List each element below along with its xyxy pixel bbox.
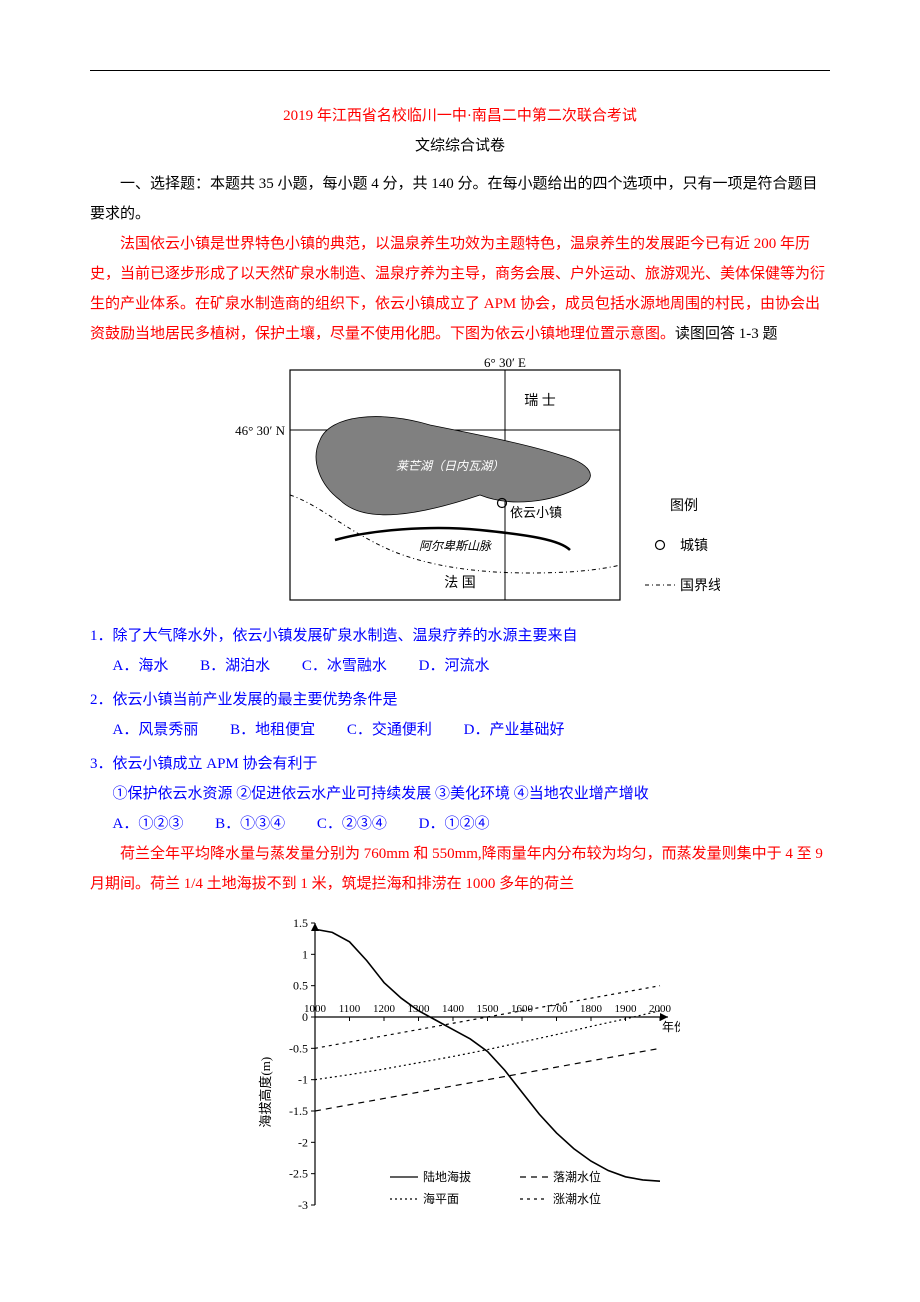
svg-text:1100: 1100 bbox=[339, 1003, 361, 1015]
svg-text:1500: 1500 bbox=[477, 1003, 500, 1015]
svg-text:1400: 1400 bbox=[442, 1003, 465, 1015]
svg-text:瑞 士: 瑞 士 bbox=[524, 393, 556, 409]
passage-1: 法国依云小镇是世界特色小镇的典范，以温泉养生功效为主题特色，温泉养生的发展距今已… bbox=[90, 229, 830, 349]
chart-figure: -3-2.5-2-1.5-1-0.500.511.510001100120013… bbox=[90, 905, 830, 1235]
q3-options: A．①②③ B．①③④ C．②③④ D．①②④ bbox=[90, 809, 830, 839]
svg-text:1000: 1000 bbox=[304, 1003, 327, 1015]
question-2: 2．依云小镇当前产业发展的最主要优势条件是 A．风景秀丽 B．地租便宜 C．交通… bbox=[90, 685, 830, 745]
q2-opt-a: A．风景秀丽 bbox=[113, 715, 199, 745]
passage-1-suffix: 读图回答 1-3 题 bbox=[675, 326, 778, 342]
svg-text:国界线: 国界线 bbox=[680, 578, 720, 594]
top-rule bbox=[90, 70, 830, 71]
q3-opt-a: A．①②③ bbox=[113, 809, 184, 839]
q2-options: A．风景秀丽 B．地租便宜 C．交通便利 D．产业基础好 bbox=[90, 715, 830, 745]
q1-opt-b: B．湖泊水 bbox=[200, 651, 270, 681]
svg-text:-2.5: -2.5 bbox=[289, 1167, 308, 1181]
q2-opt-c: C．交通便利 bbox=[347, 715, 432, 745]
svg-text:-1.5: -1.5 bbox=[289, 1104, 308, 1118]
svg-text:阿尔卑斯山脉: 阿尔卑斯山脉 bbox=[419, 539, 493, 553]
chart-svg: -3-2.5-2-1.5-1-0.500.511.510001100120013… bbox=[240, 905, 680, 1235]
svg-text:莱芒湖（日内瓦湖）: 莱芒湖（日内瓦湖） bbox=[396, 459, 504, 473]
q1-opt-c: C．冰雪融水 bbox=[302, 651, 387, 681]
question-1: 1．除了大气降水外，依云小镇发展矿泉水制造、温泉疗养的水源主要来自 A．海水 B… bbox=[90, 621, 830, 681]
q1-options: A．海水 B．湖泊水 C．冰雪融水 D．河流水 bbox=[90, 651, 830, 681]
svg-text:法 国: 法 国 bbox=[444, 575, 476, 591]
svg-text:城镇: 城镇 bbox=[680, 538, 708, 554]
svg-text:1: 1 bbox=[302, 947, 308, 961]
q1-opt-d: D．河流水 bbox=[419, 651, 490, 681]
q3-opt-b: B．①③④ bbox=[215, 809, 285, 839]
q3-opt-c: C．②③④ bbox=[317, 809, 387, 839]
svg-text:-0.5: -0.5 bbox=[289, 1041, 308, 1055]
svg-text:涨潮水位: 涨潮水位 bbox=[553, 1191, 601, 1206]
q3-statements: ①保护依云水资源 ②促进依云水产业可持续发展 ③美化环境 ④当地农业增产增收 bbox=[90, 779, 830, 809]
svg-text:1.5: 1.5 bbox=[293, 916, 308, 930]
svg-text:2000: 2000 bbox=[649, 1003, 672, 1015]
map-svg: 6° 30′ E 46° 30′ N 阿尔卑斯山脉 莱芒湖（日内瓦湖） 依云小镇 瑞 士法… bbox=[200, 355, 720, 615]
svg-text:海平面: 海平面 bbox=[423, 1191, 459, 1206]
svg-text:-2: -2 bbox=[298, 1135, 308, 1149]
q2-stem: 2．依云小镇当前产业发展的最主要优势条件是 bbox=[90, 685, 830, 715]
q3-opt-d: D．①②④ bbox=[419, 809, 490, 839]
q2-opt-d: D．产业基础好 bbox=[464, 715, 565, 745]
svg-text:海拔高度(m): 海拔高度(m) bbox=[258, 1057, 273, 1128]
exam-subtitle: 文综综合试卷 bbox=[90, 131, 830, 161]
instruction: 一、选择题：本题共 35 小题，每小题 4 分，共 140 分。在每小题给出的四… bbox=[90, 169, 830, 229]
svg-text:6° 30′ E: 6° 30′ E bbox=[484, 355, 526, 370]
svg-text:陆地海拔: 陆地海拔 bbox=[423, 1169, 471, 1184]
svg-text:1200: 1200 bbox=[373, 1003, 396, 1015]
svg-text:1800: 1800 bbox=[580, 1003, 603, 1015]
svg-text:落潮水位: 落潮水位 bbox=[553, 1169, 601, 1184]
q2-opt-b: B．地租便宜 bbox=[230, 715, 315, 745]
svg-text:46° 30′ N: 46° 30′ N bbox=[235, 423, 286, 438]
svg-text:-3: -3 bbox=[298, 1198, 308, 1212]
svg-text:图例: 图例 bbox=[670, 498, 698, 514]
q1-opt-a: A．海水 bbox=[113, 651, 169, 681]
q1-stem: 1．除了大气降水外，依云小镇发展矿泉水制造、温泉疗养的水源主要来自 bbox=[90, 621, 830, 651]
svg-text:依云小镇: 依云小镇 bbox=[510, 505, 562, 520]
passage-2: 荷兰全年平均降水量与蒸发量分别为 760mm 和 550mm,降雨量年内分布较为… bbox=[90, 839, 830, 899]
question-3: 3．依云小镇成立 APM 协会有利于 ①保护依云水资源 ②促进依云水产业可持续发… bbox=[90, 749, 830, 839]
svg-text:-1: -1 bbox=[298, 1073, 308, 1087]
svg-text:1900: 1900 bbox=[615, 1003, 638, 1015]
q3-stem: 3．依云小镇成立 APM 协会有利于 bbox=[90, 749, 830, 779]
svg-text:0.5: 0.5 bbox=[293, 979, 308, 993]
exam-title: 2019 年江西省名校临川一中·南昌二中第二次联合考试 bbox=[90, 101, 830, 131]
map-figure: 6° 30′ E 46° 30′ N 阿尔卑斯山脉 莱芒湖（日内瓦湖） 依云小镇 瑞 士法… bbox=[90, 355, 830, 615]
svg-text:年份: 年份 bbox=[662, 1020, 680, 1034]
